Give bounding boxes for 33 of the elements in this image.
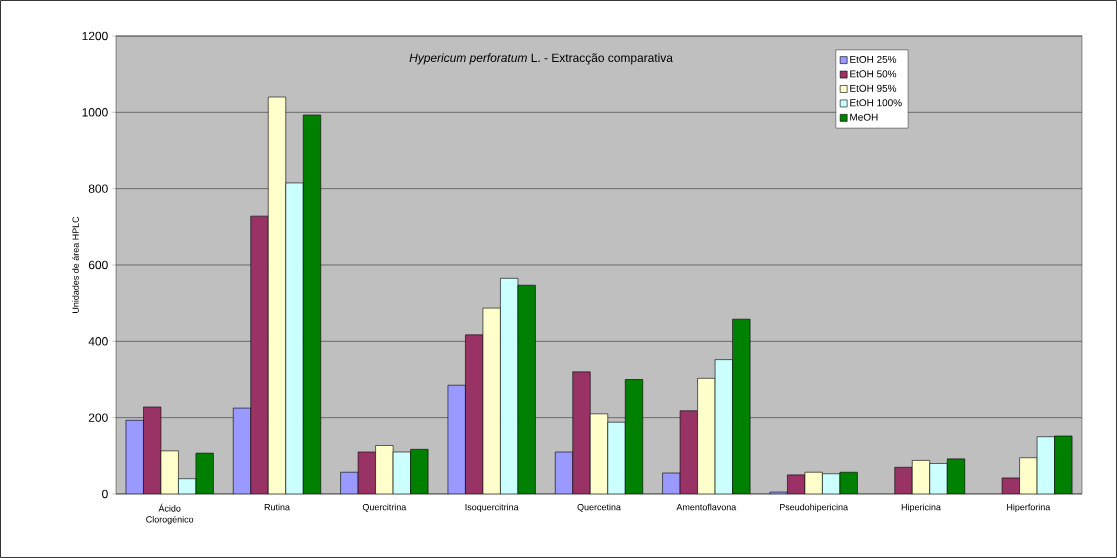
legend-label: EtOH 50% <box>850 70 897 78</box>
x-tick-label: Amentoflavona <box>676 503 737 511</box>
legend-label: EtOH 100% <box>850 99 902 107</box>
text: Hypericum perforatum L. - Extracção comparativa <box>409 53 673 65</box>
x-tick-label: Quercetina <box>577 503 621 512</box>
bar <box>267 96 287 494</box>
x-tick-label: Hiperforina <box>1007 503 1051 513</box>
x-tick-label: Quercitrina <box>362 503 407 512</box>
y-tick-label: 800 <box>88 184 108 193</box>
x-tick-label: Pseudohipericina <box>780 503 849 513</box>
bar <box>465 334 484 494</box>
legend-label: EtOH 95% <box>850 84 897 92</box>
bar <box>679 410 698 494</box>
y-tick-label: 400 <box>88 337 108 346</box>
y-axis-title: Unidades de área HPLC <box>72 216 79 313</box>
bar <box>589 413 609 494</box>
bar <box>894 466 913 494</box>
legend-label: EtOH 25% <box>850 55 897 63</box>
y-tick-label: 1200 <box>82 31 108 41</box>
bar <box>572 371 591 494</box>
y-tick-label: 1000 <box>82 108 108 117</box>
x-tick-label: Ácido Clorogénico <box>146 503 194 525</box>
bar <box>250 215 269 494</box>
legend-label: MeOH <box>850 113 878 121</box>
bar <box>482 307 501 494</box>
bar <box>697 378 716 494</box>
x-tick-label: Rutina <box>264 503 290 511</box>
y-tick-label: 600 <box>88 260 108 270</box>
y-tick-label: 0 <box>102 489 108 499</box>
x-tick-label: Hipericina <box>901 503 941 513</box>
x-tick-label: Isoquercitrina <box>465 503 519 513</box>
bar <box>447 384 466 494</box>
y-tick-label: 200 <box>88 413 108 422</box>
